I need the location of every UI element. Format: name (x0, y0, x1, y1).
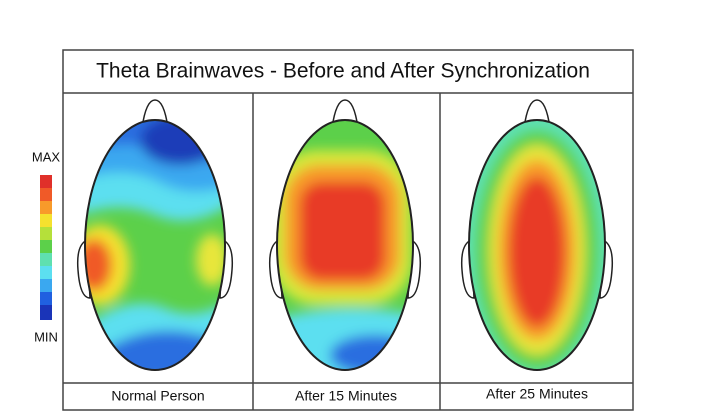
legend-swatch (40, 305, 52, 320)
legend-swatch (40, 279, 52, 292)
legend-swatch (40, 253, 52, 266)
legend-swatch (40, 214, 52, 227)
legend-min: MIN (34, 329, 58, 344)
head-outline (468, 119, 606, 371)
head-outline (276, 119, 414, 371)
panel-label: Normal Person (111, 388, 204, 404)
legend-max: MAX (32, 149, 61, 164)
legend-swatch (40, 292, 52, 305)
color-legend: MAX MIN (32, 149, 61, 344)
panel-label: After 15 Minutes (295, 388, 397, 404)
map-region (85, 239, 112, 291)
head-map (460, 99, 614, 371)
head-map (268, 99, 422, 371)
head-outline (84, 119, 226, 371)
title: Theta Brainwaves - Before and After Sync… (96, 60, 590, 83)
legend-swatch (40, 201, 52, 214)
panel-label: After 25 Minutes (486, 386, 588, 402)
legend-swatch (40, 175, 52, 188)
map-region (509, 177, 565, 327)
legend-swatch (40, 188, 52, 201)
legend-swatch (40, 240, 52, 253)
legend-swatch (40, 266, 52, 279)
legend-swatch (40, 227, 52, 240)
map-region (196, 234, 225, 286)
map-region (300, 182, 385, 280)
